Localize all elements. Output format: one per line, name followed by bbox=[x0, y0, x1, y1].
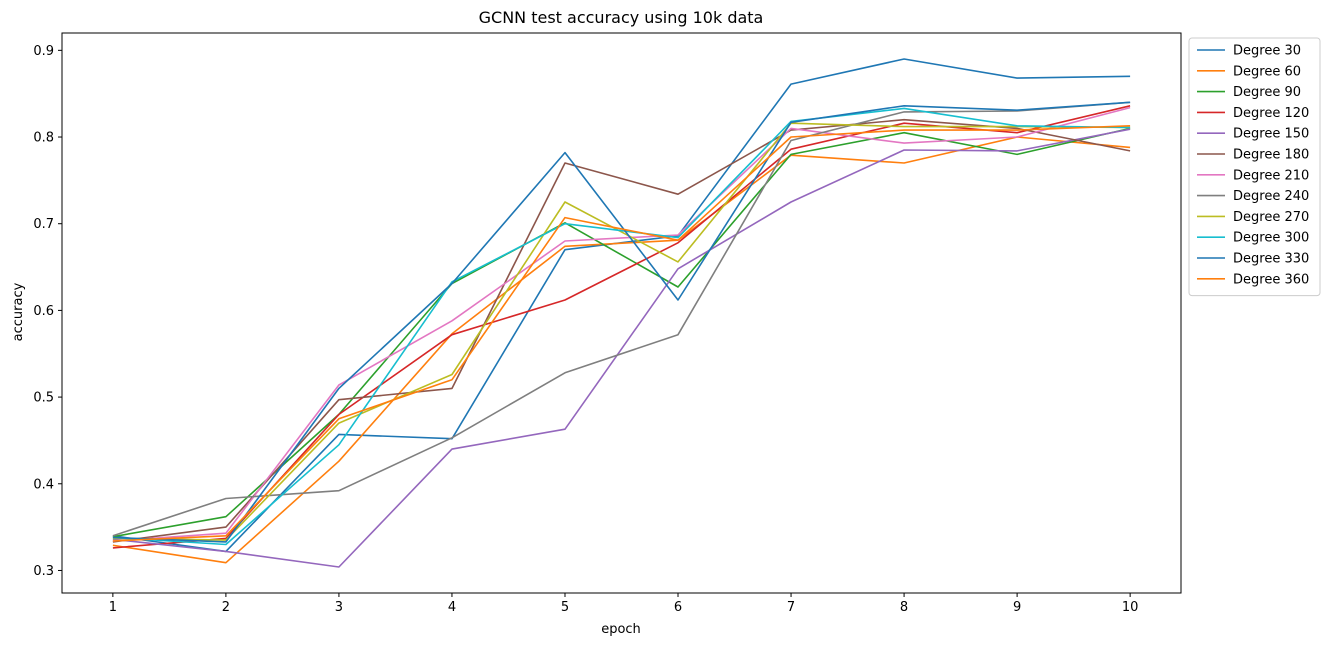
legend-label: Degree 180 bbox=[1233, 148, 1309, 163]
y-axis-label: accuracy bbox=[11, 282, 26, 341]
plot-frame bbox=[61, 32, 1182, 594]
legend-box bbox=[1188, 37, 1321, 297]
x-tick-label: 6 bbox=[674, 600, 682, 615]
legend-label: Degree 360 bbox=[1233, 272, 1309, 287]
series-line-degree-330 bbox=[112, 101, 1131, 543]
x-tick-label: 10 bbox=[1122, 600, 1139, 615]
series-line-degree-360 bbox=[112, 125, 1131, 542]
legend-label: Degree 240 bbox=[1233, 189, 1309, 204]
legend-label: Degree 210 bbox=[1233, 168, 1309, 183]
x-tick-label: 1 bbox=[109, 600, 117, 615]
legend-label: Degree 270 bbox=[1233, 210, 1309, 225]
x-tick-label: 3 bbox=[335, 600, 343, 615]
series-line-degree-300 bbox=[112, 107, 1131, 546]
legend-label: Degree 150 bbox=[1233, 127, 1309, 142]
y-tick-label: 0.6 bbox=[33, 304, 54, 319]
legend-label: Degree 90 bbox=[1233, 85, 1301, 100]
y-tick-label: 0.5 bbox=[33, 391, 54, 406]
legend: Degree 30 Degree 60 Degree 90 Degree 120 Deg… bbox=[1188, 37, 1321, 297]
x-tick-label: 7 bbox=[787, 600, 795, 615]
legend-label: Degree 120 bbox=[1233, 106, 1309, 121]
chart-title: GCNN test accuracy using 10k data bbox=[479, 8, 764, 27]
x-tick-label: 5 bbox=[561, 600, 569, 615]
x-tick-label: 8 bbox=[900, 600, 908, 615]
plot-area bbox=[112, 58, 1131, 568]
y-tick-label: 0.7 bbox=[33, 217, 54, 232]
y-axis: 0.3 0.4 0.5 0.6 0.7 0.8 0.9 bbox=[33, 44, 62, 579]
x-tick-label: 2 bbox=[222, 600, 230, 615]
y-tick-label: 0.3 bbox=[33, 564, 54, 579]
series-line-degree-180 bbox=[112, 118, 1131, 543]
y-tick-label: 0.9 bbox=[33, 44, 54, 59]
x-tick-label: 4 bbox=[448, 600, 456, 615]
legend-label: Degree 60 bbox=[1233, 64, 1301, 79]
legend-label: Degree 300 bbox=[1233, 231, 1309, 246]
legend-label: Degree 30 bbox=[1233, 44, 1301, 59]
series-line-degree-30 bbox=[112, 58, 1131, 553]
y-tick-label: 0.8 bbox=[33, 131, 54, 146]
series-line-degree-240 bbox=[112, 101, 1131, 537]
x-tick-label: 9 bbox=[1013, 600, 1021, 615]
y-tick-label: 0.4 bbox=[33, 477, 54, 492]
series-line-degree-90 bbox=[112, 127, 1131, 538]
x-axis: 1 2 3 4 5 6 7 8 9 10 bbox=[109, 593, 1139, 615]
series-line-degree-270 bbox=[112, 122, 1131, 541]
x-axis-label: epoch bbox=[601, 622, 641, 637]
series-line-degree-150 bbox=[112, 128, 1131, 568]
legend-label: Degree 330 bbox=[1233, 252, 1309, 267]
series-line-degree-210 bbox=[112, 106, 1131, 542]
